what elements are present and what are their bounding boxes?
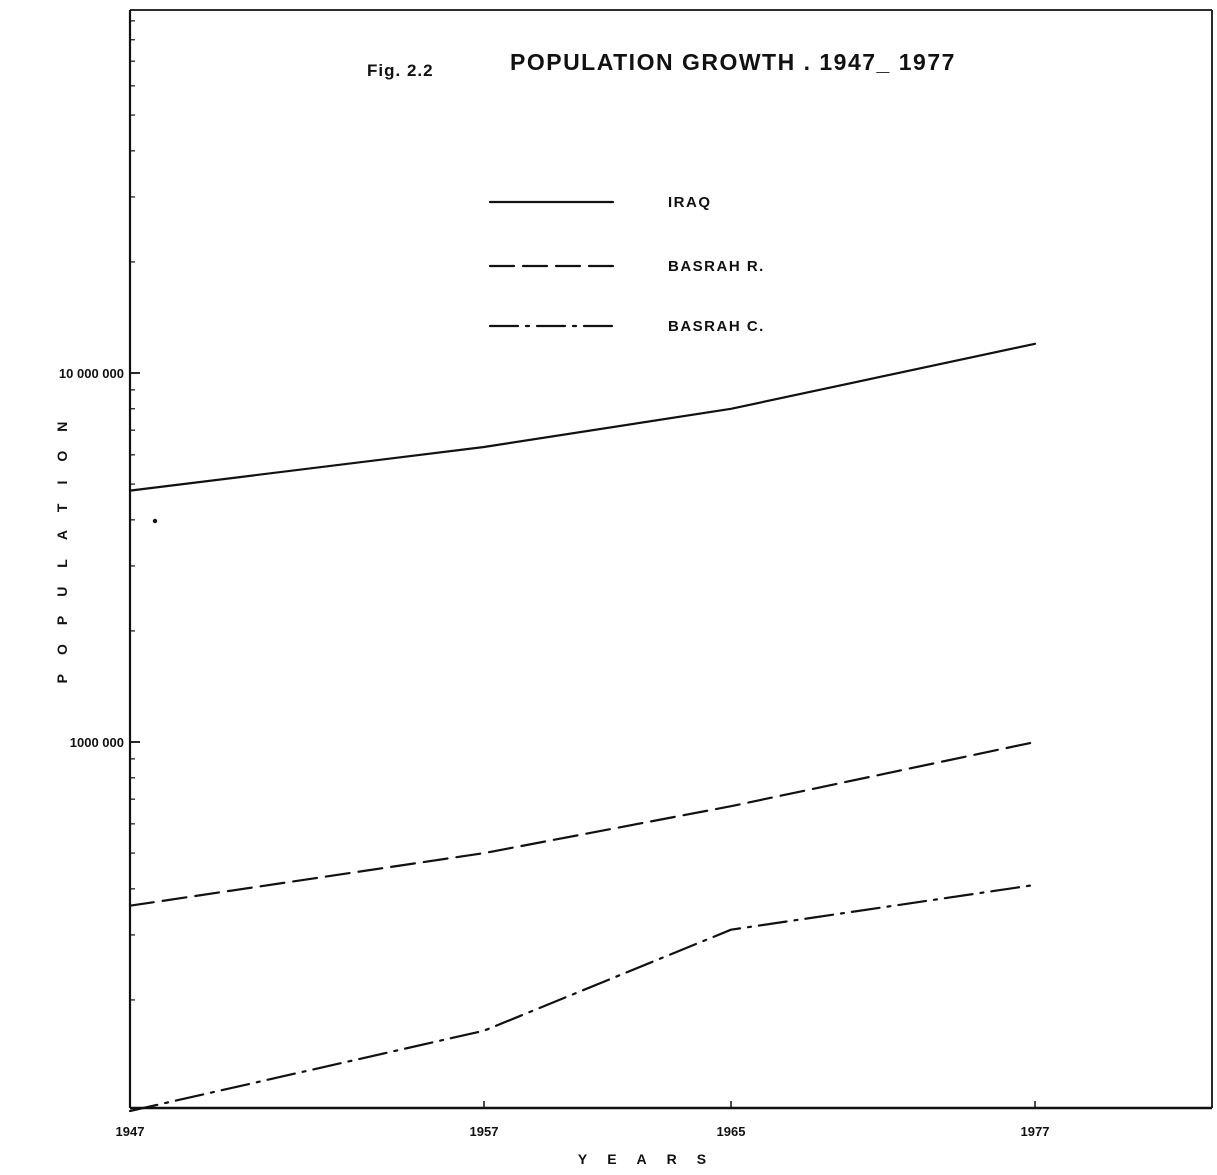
stray-dot-mark	[152, 518, 158, 524]
y-tick-label: 10 000 000	[59, 366, 124, 381]
y-minor-ticks	[130, 20, 140, 1001]
legend: IRAQ BASRAH R. BASRAH C.	[488, 194, 765, 335]
y-axis-title-text: POPULATION	[54, 403, 70, 684]
series-line-basrah-r	[128, 740, 1037, 907]
series-line-basrah-c	[128, 883, 1037, 1113]
figure-label: Fig. 2.2	[367, 61, 434, 80]
legend-label-3: BASRAH C.	[668, 318, 765, 335]
x-tick-label: 1977	[1021, 1124, 1050, 1139]
x-tick-label: 1965	[717, 1124, 746, 1139]
x-axis-title: YEARS	[578, 1151, 726, 1167]
x-axis-title-text: YEARS	[578, 1151, 726, 1167]
y-tick-labels: 10 000 000 1000 000	[59, 366, 124, 750]
x-tick-label: 1947	[116, 1124, 145, 1139]
plot-frame	[128, 9, 1213, 1110]
chart-title: POPULATION GROWTH . 1947_ 1977	[510, 49, 956, 75]
y-axis-title: POPULATION	[54, 403, 70, 684]
legend-label-1: IRAQ	[668, 194, 712, 211]
x-tick-label: 1957	[470, 1124, 499, 1139]
x-tick-labels: 1947 1957 1965 1977	[116, 1124, 1050, 1139]
y-tick-label: 1000 000	[70, 735, 124, 750]
series-line-iraq	[128, 342, 1037, 492]
legend-label-2: BASRAH R.	[668, 258, 765, 275]
series-layer	[128, 342, 1037, 1113]
